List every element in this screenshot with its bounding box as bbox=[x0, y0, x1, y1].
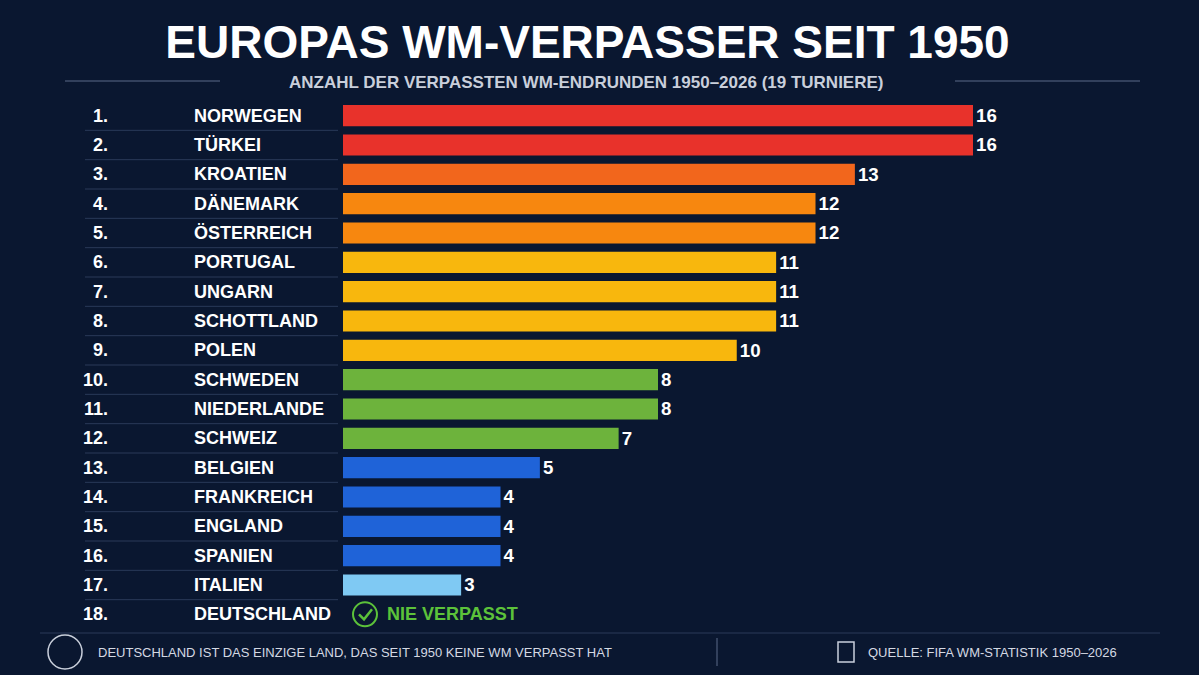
svg-text:SPANIEN: SPANIEN bbox=[194, 546, 273, 566]
svg-text:ENGLAND: ENGLAND bbox=[194, 516, 283, 536]
svg-text:ITALIEN: ITALIEN bbox=[194, 575, 263, 595]
svg-text:10.: 10. bbox=[83, 370, 108, 390]
svg-text:SCHOTTLAND: SCHOTTLAND bbox=[194, 311, 318, 331]
svg-text:7.: 7. bbox=[93, 282, 108, 302]
svg-text:UNGARN: UNGARN bbox=[194, 282, 273, 302]
svg-text:12: 12 bbox=[819, 193, 840, 214]
svg-text:9.: 9. bbox=[93, 340, 108, 360]
svg-text:11.: 11. bbox=[84, 399, 108, 419]
svg-text:ÖSTERREICH: ÖSTERREICH bbox=[194, 223, 312, 243]
svg-text:16: 16 bbox=[976, 105, 997, 126]
svg-text:8.: 8. bbox=[93, 311, 108, 331]
svg-text:13: 13 bbox=[858, 164, 879, 185]
svg-text:NIEDERLANDE: NIEDERLANDE bbox=[194, 399, 324, 419]
svg-text:7: 7 bbox=[622, 428, 632, 449]
svg-text:11: 11 bbox=[779, 281, 799, 302]
svg-text:3: 3 bbox=[464, 574, 474, 595]
svg-text:11: 11 bbox=[779, 252, 799, 273]
svg-text:4: 4 bbox=[504, 545, 515, 566]
svg-text:DEUTSCHLAND IST DAS EINZIGE LA: DEUTSCHLAND IST DAS EINZIGE LAND, DAS SE… bbox=[98, 645, 612, 660]
svg-text:4.: 4. bbox=[93, 194, 108, 214]
svg-text:EUROPAS WM-VERPASSER SEIT 1950: EUROPAS WM-VERPASSER SEIT 1950 bbox=[165, 16, 1009, 68]
svg-text:5: 5 bbox=[543, 457, 553, 478]
svg-text:8: 8 bbox=[661, 398, 671, 419]
svg-text:17.: 17. bbox=[83, 575, 108, 595]
svg-text:KROATIEN: KROATIEN bbox=[194, 164, 287, 184]
svg-text:DEUTSCHLAND: DEUTSCHLAND bbox=[194, 604, 331, 624]
svg-text:4: 4 bbox=[504, 516, 515, 537]
svg-text:15.: 15. bbox=[83, 516, 108, 536]
svg-text:16.: 16. bbox=[83, 546, 108, 566]
svg-text:PORTUGAL: PORTUGAL bbox=[194, 252, 295, 272]
svg-text:BELGIEN: BELGIEN bbox=[194, 458, 274, 478]
svg-text:18.: 18. bbox=[83, 604, 108, 624]
svg-text:3.: 3. bbox=[93, 164, 108, 184]
svg-text:4: 4 bbox=[504, 486, 515, 507]
svg-text:SCHWEDEN: SCHWEDEN bbox=[194, 370, 299, 390]
svg-text:16: 16 bbox=[976, 134, 997, 155]
svg-text:11: 11 bbox=[779, 310, 799, 331]
svg-text:12.: 12. bbox=[83, 428, 108, 448]
svg-text:ANZAHL DER VERPASSTEN WM-ENDRU: ANZAHL DER VERPASSTEN WM-ENDRUNDEN 1950–… bbox=[289, 73, 884, 92]
svg-text:2.: 2. bbox=[93, 135, 108, 155]
svg-text:1.: 1. bbox=[93, 106, 108, 126]
svg-text:NORWEGEN: NORWEGEN bbox=[194, 106, 302, 126]
svg-text:5.: 5. bbox=[93, 223, 108, 243]
svg-text:NIE VERPASST: NIE VERPASST bbox=[387, 604, 518, 624]
svg-text:6.: 6. bbox=[93, 252, 108, 272]
svg-text:8: 8 bbox=[661, 369, 671, 390]
svg-text:POLEN: POLEN bbox=[194, 340, 256, 360]
svg-text:QUELLE: FIFA WM-STATISTIK 1950: QUELLE: FIFA WM-STATISTIK 1950–2026 bbox=[868, 645, 1117, 660]
svg-text:DÄNEMARK: DÄNEMARK bbox=[194, 194, 299, 214]
svg-text:14.: 14. bbox=[83, 487, 108, 507]
svg-text:13.: 13. bbox=[83, 458, 108, 478]
svg-text:SCHWEIZ: SCHWEIZ bbox=[194, 428, 277, 448]
svg-text:12: 12 bbox=[819, 222, 840, 243]
svg-text:10: 10 bbox=[740, 340, 761, 361]
svg-text:TÜRKEI: TÜRKEI bbox=[194, 135, 261, 155]
svg-text:FRANKREICH: FRANKREICH bbox=[194, 487, 313, 507]
